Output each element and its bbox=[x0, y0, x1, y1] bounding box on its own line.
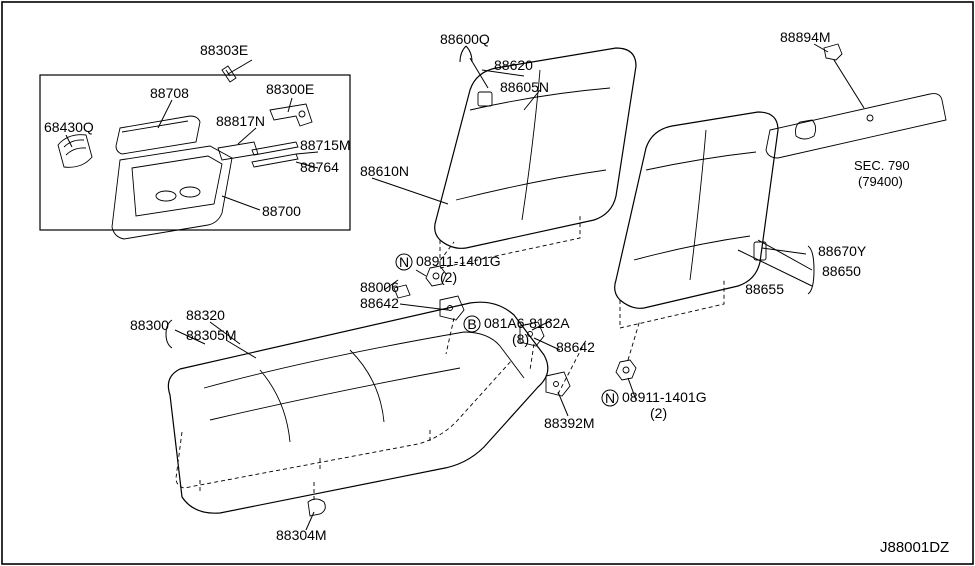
leader bbox=[228, 60, 252, 74]
leader bbox=[762, 248, 806, 254]
part-rods bbox=[252, 142, 298, 167]
leader bbox=[558, 392, 568, 416]
leader bbox=[416, 270, 426, 276]
parts-diagram: N B N 88303E 88300E 88708 88817N 68430Q … bbox=[0, 0, 975, 566]
label-88300: 88300 bbox=[130, 317, 169, 333]
circled-N-right: N bbox=[602, 390, 618, 406]
dash-line bbox=[446, 318, 454, 354]
label-88708: 88708 bbox=[150, 85, 189, 101]
label-79400: (79400) bbox=[858, 174, 903, 189]
leader bbox=[814, 44, 828, 52]
part-armrest-body bbox=[112, 146, 232, 239]
circ-B: B bbox=[467, 316, 476, 332]
part-cupholder bbox=[58, 135, 92, 168]
label-88605N: 88605N bbox=[500, 79, 549, 95]
label-N08911b-qty: (2) bbox=[650, 405, 667, 421]
part-hinge bbox=[270, 104, 312, 126]
leader bbox=[400, 304, 448, 310]
circ-N: N bbox=[605, 390, 615, 406]
label-B081A6-qty: (8) bbox=[512, 331, 529, 347]
label-88642a: 88642 bbox=[360, 295, 399, 311]
label-B081A6: 081A6-8162A bbox=[484, 315, 570, 331]
label-N08911a: 08911-1401G bbox=[416, 253, 501, 269]
label-88764: 88764 bbox=[300, 159, 339, 175]
leader bbox=[288, 98, 292, 112]
label-88670Y: 88670Y bbox=[818, 243, 867, 259]
circ-N: N bbox=[399, 254, 409, 270]
circled-B: B bbox=[464, 316, 480, 332]
label-88305M: 88305M bbox=[186, 327, 237, 343]
leader bbox=[372, 178, 448, 204]
diagram-id: J88001DZ bbox=[880, 539, 949, 556]
part-parcel-shelf bbox=[766, 94, 946, 158]
part-clip-88894 bbox=[824, 44, 864, 108]
label-88304M: 88304M bbox=[276, 527, 327, 543]
part-armrest-lid bbox=[116, 116, 200, 154]
label-88006: 88006 bbox=[360, 279, 399, 295]
label-88300E: 88300E bbox=[266, 81, 314, 97]
brace bbox=[460, 46, 472, 62]
dash-line bbox=[530, 344, 534, 370]
label-N08911b: 08911-1401G bbox=[622, 389, 707, 405]
label-88303E: 88303E bbox=[200, 42, 248, 58]
part-bracket-a bbox=[440, 296, 464, 320]
label-88655: 88655 bbox=[745, 281, 784, 297]
label-88610N: 88610N bbox=[360, 163, 409, 179]
label-88600Q: 88600Q bbox=[440, 31, 490, 47]
label-88320: 88320 bbox=[186, 307, 225, 323]
label-88817N: 88817N bbox=[216, 113, 265, 129]
part-hook-88304 bbox=[308, 482, 325, 516]
leader bbox=[238, 128, 256, 144]
part-nut-right bbox=[616, 360, 636, 380]
label-88894M: 88894M bbox=[780, 29, 831, 45]
label-68430Q: 68430Q bbox=[44, 119, 94, 135]
circled-N-left: N bbox=[396, 254, 412, 270]
label-N08911a-qty: (2) bbox=[440, 269, 457, 285]
label-88715M: 88715M bbox=[300, 137, 351, 153]
leader bbox=[222, 196, 260, 210]
label-88650: 88650 bbox=[822, 263, 861, 279]
label-88392M: 88392M bbox=[544, 415, 595, 431]
label-sec790: SEC. 790 bbox=[854, 158, 910, 173]
label-88642b: 88642 bbox=[556, 339, 595, 355]
part-screw-top bbox=[222, 66, 236, 82]
label-88700: 88700 bbox=[262, 203, 301, 219]
label-88620: 88620 bbox=[494, 57, 533, 73]
